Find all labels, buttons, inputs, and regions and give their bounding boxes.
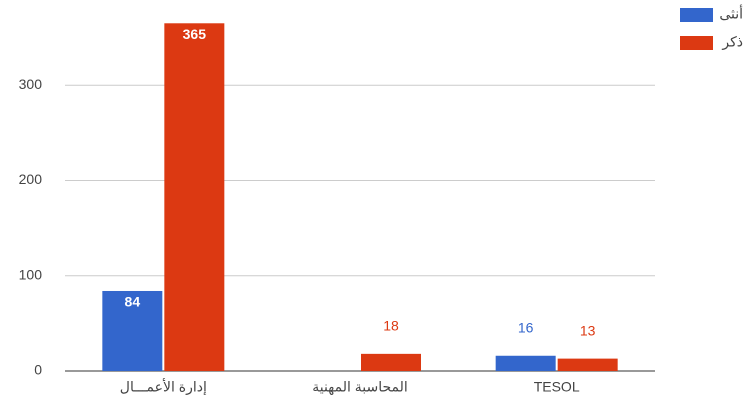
bar — [164, 23, 225, 371]
bar — [361, 353, 421, 371]
y-tick-label: 0 — [34, 362, 42, 378]
legend-swatch — [680, 8, 713, 22]
bar — [495, 355, 556, 371]
data-label: 84 — [125, 294, 141, 310]
data-label: 18 — [383, 318, 399, 334]
x-tick-label: إدارة الأعمـــال — [120, 378, 207, 396]
data-label: 16 — [518, 319, 534, 335]
x-tick-label: المحاسبة المهنية — [312, 379, 408, 396]
legend-label: أنثى — [719, 5, 743, 22]
bar — [557, 358, 618, 371]
data-label: 365 — [183, 26, 207, 42]
y-tick-label: 100 — [19, 266, 43, 282]
x-tick-label: TESOL — [534, 379, 580, 395]
data-label: 13 — [580, 322, 596, 338]
y-tick-label: 200 — [19, 171, 43, 187]
legend-label: ذكر — [721, 34, 743, 51]
bar — [102, 290, 163, 371]
legend-swatch — [680, 36, 713, 50]
y-tick-label: 300 — [19, 76, 43, 92]
